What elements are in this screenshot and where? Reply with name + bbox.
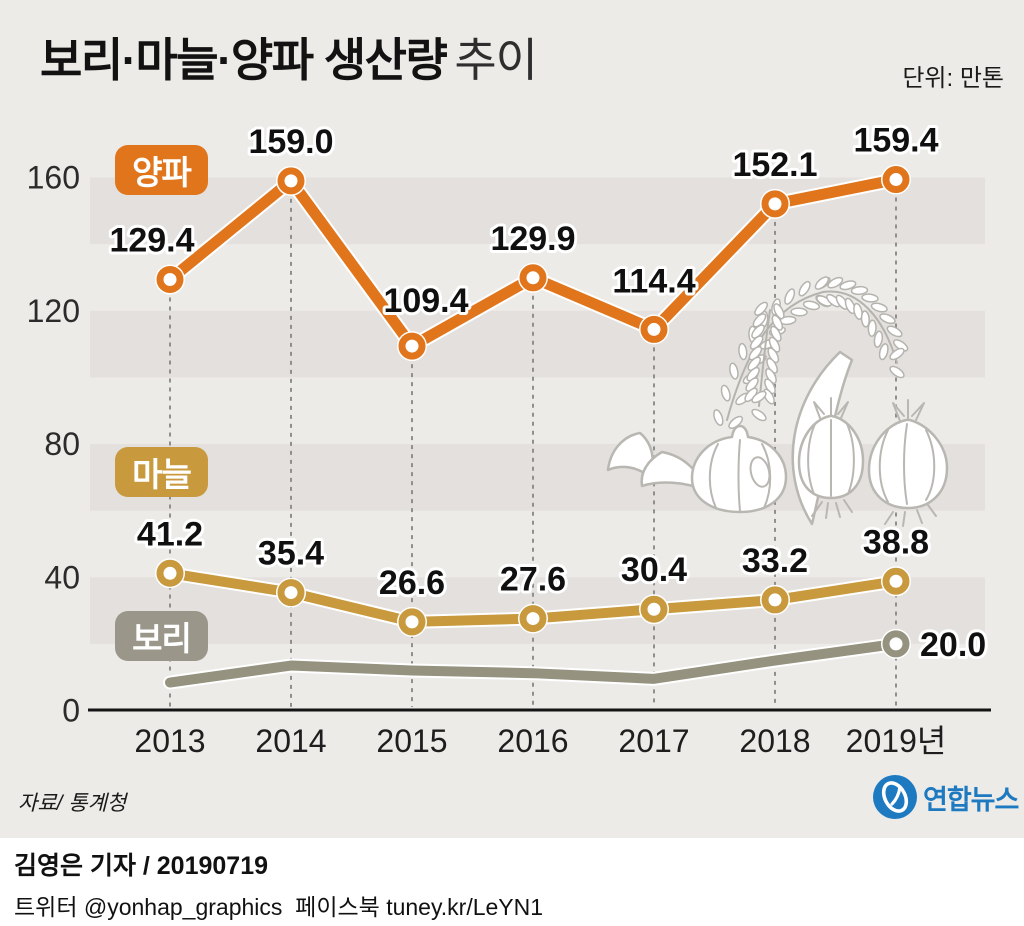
x-tick-2018: 2018 (739, 723, 810, 759)
yonhap-logo: 연합뉴스 (872, 774, 1019, 820)
y-tick-120: 120 (27, 293, 80, 329)
yonhap-logo-text: 연합뉴스 (923, 784, 1019, 815)
garlic-marker-2019 (882, 567, 910, 595)
garlic-value-2019: 38.8 (863, 523, 929, 561)
y-tick-160: 160 (27, 160, 80, 196)
garlic-value-2013: 41.2 (137, 515, 203, 553)
band-120 (90, 310, 985, 378)
onion-value-2016: 129.9 (490, 220, 575, 258)
page-title: 보리·마늘·양파 생산량 추이 (40, 24, 538, 90)
garlic-bulb-icon (690, 424, 788, 514)
onion-value-2013: 129.4 (109, 221, 194, 259)
onion-marker-2016 (519, 264, 547, 292)
garlic-value-2014: 35.4 (258, 535, 324, 573)
garlic-marker-2016 (519, 605, 547, 633)
x-tick-2017: 2017 (618, 723, 689, 759)
production-trend-chart: 0 40 80 120 160 2013 2014 2015 2016 2017 2018 2019년… (27, 119, 991, 759)
barley-value-2019: 20.0 (920, 626, 986, 664)
onion-marker-2014 (277, 167, 305, 195)
legend-badge-garlic: 마늘 (115, 447, 208, 497)
garlic-marker-2018 (761, 586, 789, 614)
legend-badge-onion: 양파 (115, 145, 208, 195)
onion-marker-2015 (398, 332, 426, 360)
onion-value-2017: 114.4 (612, 262, 695, 300)
garlic-marker-2017 (640, 595, 668, 623)
x-tick-2019: 2019년 (846, 723, 947, 759)
onion-value-2019: 159.4 (853, 122, 938, 160)
data-series: 20.0 41.2 35.4 26.6 27.6 30.4 33.2 38.8 129.4 159… (106, 119, 989, 690)
unit-label: 단위: 만톤 (902, 65, 1004, 92)
title-sub: 추이 (454, 34, 538, 86)
x-tick-2013: 2013 (134, 723, 205, 759)
onion-value-2014: 159.0 (248, 123, 333, 161)
garlic-value-2017: 30.4 (621, 551, 687, 589)
garlic-value-2018: 33.2 (742, 542, 808, 580)
garlic-marker-2014 (277, 579, 305, 607)
x-tick-2014: 2014 (255, 723, 326, 759)
garlic-marker-2015 (398, 608, 426, 636)
yonhap-globe (873, 775, 917, 819)
onion-marker-2019 (882, 166, 910, 194)
source-label: 자료/ 통계청 (18, 792, 127, 815)
onion-small-icon (797, 397, 865, 519)
y-tick-80: 80 (44, 426, 80, 462)
byline: 김영은 기자 / 20190719 (14, 852, 269, 880)
garlic-value-2016: 27.6 (500, 561, 566, 599)
x-tick-2015: 2015 (376, 723, 447, 759)
onion-large-icon (867, 399, 949, 527)
title-main: 보리·마늘·양파 생산량 (40, 34, 448, 86)
onion-value-2018: 152.1 (732, 146, 817, 184)
footer: 김영은 기자 / 20190719 트위터 @yonhap_graphics 페… (0, 838, 1024, 926)
y-tick-0: 0 (62, 693, 80, 729)
barley-line (165, 638, 901, 688)
onion-marker-2013 (156, 265, 184, 293)
rice-ear-icon (713, 276, 909, 430)
legend-badge-barley: 보리 (115, 611, 208, 661)
garlic-cloves-icon (606, 431, 706, 492)
barley-marker-2019 (882, 630, 910, 658)
x-tick-2016: 2016 (497, 723, 568, 759)
produce-watermark-illustration (606, 276, 949, 527)
onion-marker-2018 (761, 190, 789, 218)
social-handles: 트위터 @yonhap_graphics 페이스북 tuney.kr/LeYN1 (14, 894, 544, 920)
garlic-marker-2013 (156, 559, 184, 587)
chart-panel: 보리·마늘·양파 생산량 추이 단위: 만톤 (0, 0, 1024, 838)
axes: 0 40 80 120 160 2013 2014 2015 2016 2017 2018 2019년 (27, 160, 991, 759)
garlic-value-2015: 26.6 (379, 564, 445, 602)
yonhap-globe-icon (873, 775, 917, 819)
onion-value-2015: 109.4 (383, 282, 468, 320)
onion-marker-2017 (640, 315, 668, 343)
y-tick-40: 40 (44, 559, 80, 595)
